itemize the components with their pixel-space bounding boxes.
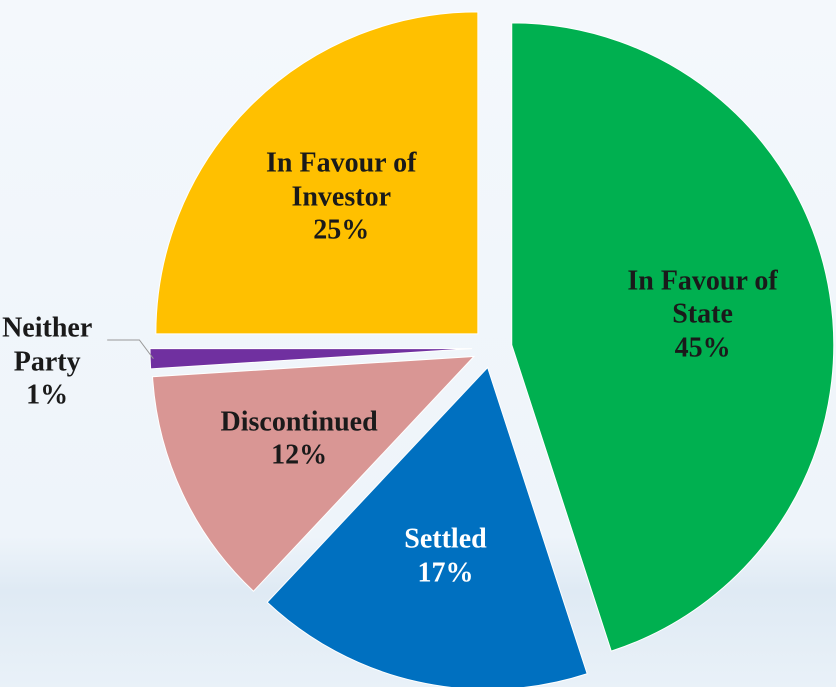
- data-label: Settled 17%: [365, 522, 525, 589]
- data-label: In Favour of State 45%: [623, 264, 783, 365]
- category-label: In Favour of State: [627, 265, 778, 330]
- pie-slice: [511, 22, 835, 652]
- pie-slice: [266, 366, 588, 687]
- category-label: Settled: [404, 523, 487, 555]
- value-label: 25%: [313, 215, 370, 247]
- category-label: Neither Party: [2, 312, 93, 378]
- data-label: In Favour of Investor 25%: [261, 147, 421, 248]
- pie-slice: [152, 355, 476, 592]
- leader-line: [107, 339, 154, 359]
- data-label: Neither Party 1%: [0, 312, 107, 413]
- value-label: 17%: [417, 557, 474, 589]
- pie-slice: [149, 348, 473, 370]
- category-label: Discontinued: [220, 406, 378, 438]
- data-label: Discontinued 12%: [219, 405, 379, 472]
- value-label: 12%: [271, 439, 328, 471]
- value-label: 45%: [674, 332, 731, 364]
- pie-slice: [155, 11, 479, 335]
- category-label: In Favour of Investor: [266, 147, 417, 213]
- value-label: 1%: [26, 379, 69, 411]
